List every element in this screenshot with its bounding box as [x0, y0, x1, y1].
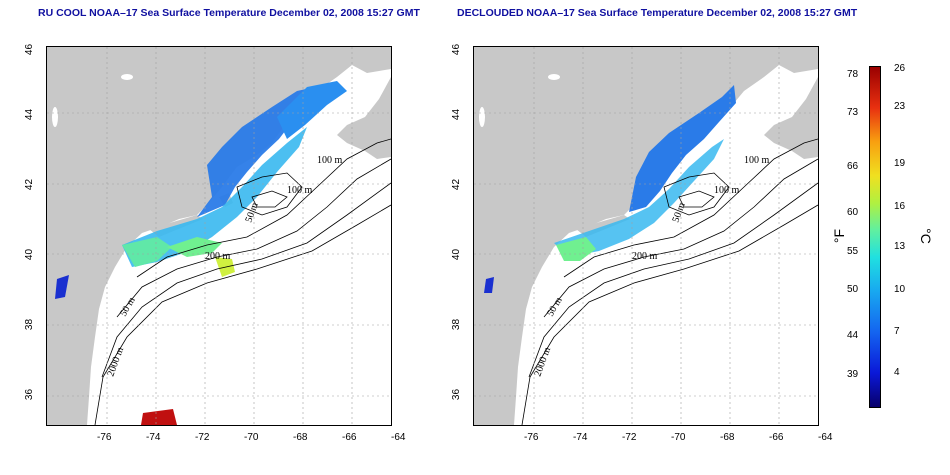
left-sst-map: 100 m 100 m 50 m 200 m 50 m 2000 m — [46, 46, 392, 426]
colorbar-f-tick: 60 — [847, 207, 859, 218]
contour-label-100m-a: 100 m — [744, 155, 770, 166]
left-y-tick: 38 — [24, 318, 36, 331]
sst-nj-warm — [556, 237, 596, 261]
colorbar-f-tick: 39 — [847, 369, 859, 380]
left-x-tick: -66 — [342, 432, 357, 443]
left-y-tick: 46 — [24, 43, 36, 56]
colorbar-c-tick: 26 — [894, 63, 906, 74]
contour-label-200m: 200 m — [205, 251, 231, 262]
coastline-land — [474, 47, 818, 425]
sst-dark-blue-coast — [55, 275, 69, 299]
right-x-tick: -68 — [720, 432, 735, 443]
left-x-tick: -64 — [391, 432, 406, 443]
contour-label-50m-a: 50 m — [670, 201, 687, 224]
sst-nj-warm — [122, 237, 172, 267]
right-x-tick: -76 — [524, 432, 539, 443]
sst-shelf-band — [122, 127, 307, 267]
contour-label-100m-b: 100 m — [714, 185, 740, 196]
colorbar-f-tick: 66 — [847, 161, 859, 172]
right-y-tick: 36 — [451, 388, 463, 401]
right-x-tick: -72 — [622, 432, 637, 443]
right-y-tick: 40 — [451, 248, 463, 261]
left-map-title: RU COOL NOAA–17 Sea Surface Temperature … — [38, 7, 420, 19]
right-x-tick: -70 — [671, 432, 686, 443]
left-map-canvas: 100 m 100 m 50 m 200 m 50 m 2000 m — [47, 47, 391, 425]
sst-bight — [167, 237, 222, 257]
colorbar-celsius-label: °C — [917, 228, 934, 244]
left-x-tick: -70 — [244, 432, 259, 443]
colorbar-c-tick: 7 — [894, 326, 900, 337]
colorbar-c-tick: 19 — [894, 158, 906, 169]
right-y-tick: 38 — [451, 318, 463, 331]
contour-label-200m: 200 m — [632, 251, 658, 262]
coastline-nova-scotia — [337, 77, 391, 159]
sst-red-south — [141, 409, 177, 425]
right-x-tick: -66 — [769, 432, 784, 443]
right-y-tick: 44 — [451, 108, 463, 121]
right-x-tick: -64 — [818, 432, 833, 443]
contour-label-100m-b: 100 m — [287, 185, 313, 196]
sst-bay-of-fundy — [277, 81, 347, 139]
right-y-tick: 42 — [451, 178, 463, 191]
colorbar-c-tick: 4 — [894, 367, 900, 378]
left-x-tick: -68 — [293, 432, 308, 443]
left-x-tick: -74 — [146, 432, 161, 443]
right-x-tick: -74 — [573, 432, 588, 443]
sst-dark-blue-coast — [484, 277, 494, 293]
right-y-tick: 46 — [451, 43, 463, 56]
colorbar-f-tick: 73 — [847, 107, 859, 118]
left-x-tick: -76 — [97, 432, 112, 443]
coastline-nova-scotia — [764, 77, 818, 159]
left-y-tick: 36 — [24, 388, 36, 401]
left-y-tick: 42 — [24, 178, 36, 191]
colorbar-f-tick: 50 — [847, 284, 859, 295]
colorbar-c-tick: 23 — [894, 101, 906, 112]
left-y-tick: 44 — [24, 108, 36, 121]
right-map-canvas: 100 m 100 m 50 m 200 m 50 m 2000 m — [474, 47, 818, 425]
colorbar-c-tick: 16 — [894, 201, 906, 212]
coastline-land — [47, 47, 391, 425]
right-map-title: DECLOUDED NOAA–17 Sea Surface Temperatur… — [457, 7, 858, 19]
contour-label-2000m: 2000 m — [532, 346, 553, 378]
temperature-colorbar — [869, 66, 881, 408]
colorbar-f-tick: 55 — [847, 246, 859, 257]
left-x-tick: -72 — [195, 432, 210, 443]
colorbar-c-tick: 13 — [894, 241, 906, 252]
colorbar-f-tick: 44 — [847, 330, 859, 341]
colorbar-c-tick: 10 — [894, 284, 906, 295]
colorbar-fahrenheit-label: °F — [831, 228, 848, 244]
contour-label-2000m: 2000 m — [105, 346, 126, 378]
right-sst-map: 100 m 100 m 50 m 200 m 50 m 2000 m — [473, 46, 819, 426]
sst-gulf-of-maine — [629, 85, 736, 212]
contour-label-100m-a: 100 m — [317, 155, 343, 166]
left-y-tick: 40 — [24, 248, 36, 261]
colorbar-f-tick: 78 — [847, 69, 859, 80]
